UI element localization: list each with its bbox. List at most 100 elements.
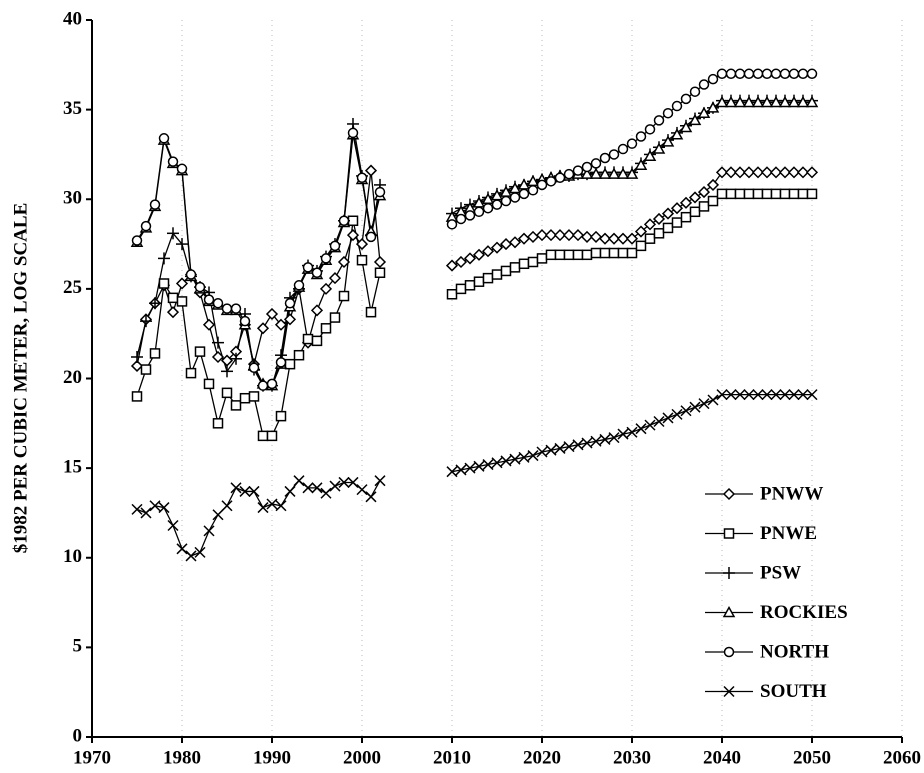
marker-shape — [644, 233, 656, 244]
marker-shape — [176, 296, 188, 307]
marker — [653, 228, 665, 239]
marker-shape — [509, 192, 521, 203]
marker-shape — [347, 127, 359, 139]
marker-shape — [671, 100, 683, 112]
marker-shape — [464, 210, 476, 221]
marker-shape — [203, 525, 215, 537]
marker-shape — [769, 166, 783, 179]
marker — [320, 323, 332, 334]
marker — [626, 138, 638, 149]
marker-shape — [806, 389, 818, 401]
marker-shape — [572, 165, 584, 176]
x-tick-label: 2000 — [343, 747, 381, 768]
marker-shape — [239, 485, 251, 497]
legend-marker — [722, 605, 736, 618]
marker-shape — [643, 218, 657, 231]
marker — [770, 188, 782, 200]
legend-marker — [723, 567, 735, 579]
marker — [230, 303, 242, 314]
marker-shape — [230, 400, 242, 411]
marker-shape — [526, 230, 540, 243]
marker-shape — [329, 480, 341, 492]
marker-shape — [302, 262, 314, 273]
marker — [175, 277, 189, 290]
marker — [805, 95, 819, 108]
marker-shape — [274, 318, 288, 331]
marker-shape — [302, 482, 314, 494]
marker — [131, 235, 143, 246]
marker — [212, 297, 224, 309]
marker-shape — [554, 172, 566, 183]
marker-shape — [518, 258, 530, 270]
marker — [769, 166, 783, 179]
marker-shape — [158, 278, 170, 289]
marker-shape — [338, 215, 350, 227]
marker-shape — [634, 158, 648, 170]
marker-shape — [724, 95, 738, 108]
marker — [373, 255, 387, 269]
marker-shape — [536, 446, 548, 458]
marker-shape — [788, 389, 800, 401]
marker-shape — [761, 68, 773, 80]
marker-shape — [797, 188, 809, 200]
marker — [329, 480, 341, 492]
marker — [608, 149, 620, 160]
marker — [140, 507, 152, 519]
marker — [626, 247, 638, 259]
marker — [554, 442, 566, 454]
marker — [131, 391, 143, 402]
marker-shape — [788, 68, 800, 80]
marker-shape — [149, 500, 161, 512]
marker-shape — [346, 229, 360, 242]
marker — [185, 367, 197, 379]
marker-shape — [230, 482, 242, 494]
marker-shape — [743, 389, 755, 401]
marker-shape — [176, 163, 188, 175]
marker — [572, 439, 584, 451]
marker-shape — [166, 306, 180, 319]
marker-shape — [545, 444, 557, 456]
marker-shape — [356, 172, 368, 183]
marker-shape — [158, 133, 170, 144]
marker — [481, 245, 495, 258]
marker — [212, 418, 224, 429]
marker-shape — [797, 68, 809, 80]
marker — [599, 433, 611, 445]
marker-shape — [644, 419, 656, 431]
marker-shape — [598, 167, 612, 179]
marker-shape — [724, 166, 738, 179]
marker — [275, 357, 287, 368]
marker — [662, 412, 674, 424]
marker — [536, 179, 548, 191]
marker-shape — [554, 249, 566, 261]
marker-shape — [509, 262, 521, 273]
marker — [185, 269, 197, 280]
marker — [706, 178, 720, 191]
marker-shape — [293, 349, 305, 361]
marker-shape — [518, 451, 530, 463]
y-tick-label: 0 — [73, 725, 83, 746]
marker-shape — [131, 391, 143, 402]
marker — [239, 315, 251, 327]
marker — [518, 451, 530, 463]
marker-shape — [671, 217, 683, 228]
marker — [796, 166, 810, 179]
marker-shape — [463, 252, 477, 265]
marker-shape — [329, 240, 341, 252]
marker — [752, 188, 764, 200]
marker — [257, 380, 269, 391]
marker — [616, 167, 630, 179]
marker-shape — [787, 166, 801, 179]
marker-shape — [275, 410, 287, 422]
marker-shape — [365, 231, 377, 243]
marker-shape — [653, 115, 665, 126]
marker — [284, 297, 296, 309]
marker — [617, 428, 629, 440]
marker — [131, 503, 143, 515]
marker-shape — [347, 476, 359, 488]
marker — [761, 188, 773, 200]
legend-label: PSW — [760, 562, 801, 583]
marker — [598, 167, 612, 179]
marker-shape — [491, 457, 503, 469]
marker — [293, 475, 305, 487]
